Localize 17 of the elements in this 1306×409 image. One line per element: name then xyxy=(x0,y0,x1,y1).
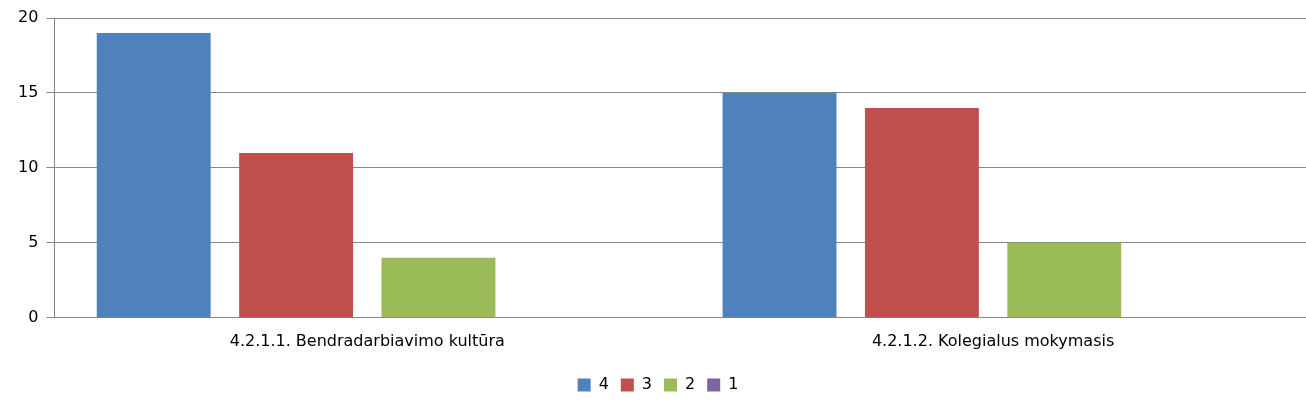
y-tick-label: 20 xyxy=(18,7,39,27)
x-tick-label: 4.2.1.2. Kolegialus mokymasis xyxy=(871,330,1115,350)
legend-label: 1 xyxy=(728,374,739,394)
legend-label: 3 xyxy=(641,374,653,394)
y-tick-label: 5 xyxy=(28,232,39,252)
legend-label: 4 xyxy=(598,374,609,394)
bar xyxy=(239,152,354,318)
x-tick-label: 4.2.1.1. Bendradarbiavimo kultūra xyxy=(229,330,505,350)
bar xyxy=(381,257,496,318)
y-tick-label: 15 xyxy=(18,82,39,102)
bar xyxy=(1007,242,1122,318)
bar xyxy=(96,32,211,318)
bar xyxy=(722,92,837,318)
y-tick-label: 10 xyxy=(18,157,39,177)
legend-label: 2 xyxy=(685,374,696,394)
bar xyxy=(864,107,979,318)
y-tick-label: 0 xyxy=(28,306,39,326)
